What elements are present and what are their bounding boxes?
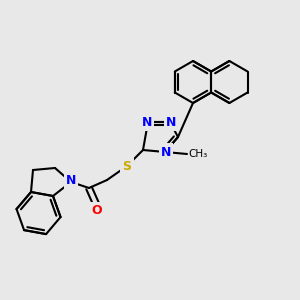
Text: O: O [92, 205, 102, 218]
Text: N: N [161, 146, 171, 158]
Text: N: N [142, 116, 152, 128]
Text: N: N [66, 173, 76, 187]
Text: N: N [166, 116, 176, 128]
Text: S: S [122, 160, 131, 172]
Text: CH₃: CH₃ [188, 149, 207, 159]
